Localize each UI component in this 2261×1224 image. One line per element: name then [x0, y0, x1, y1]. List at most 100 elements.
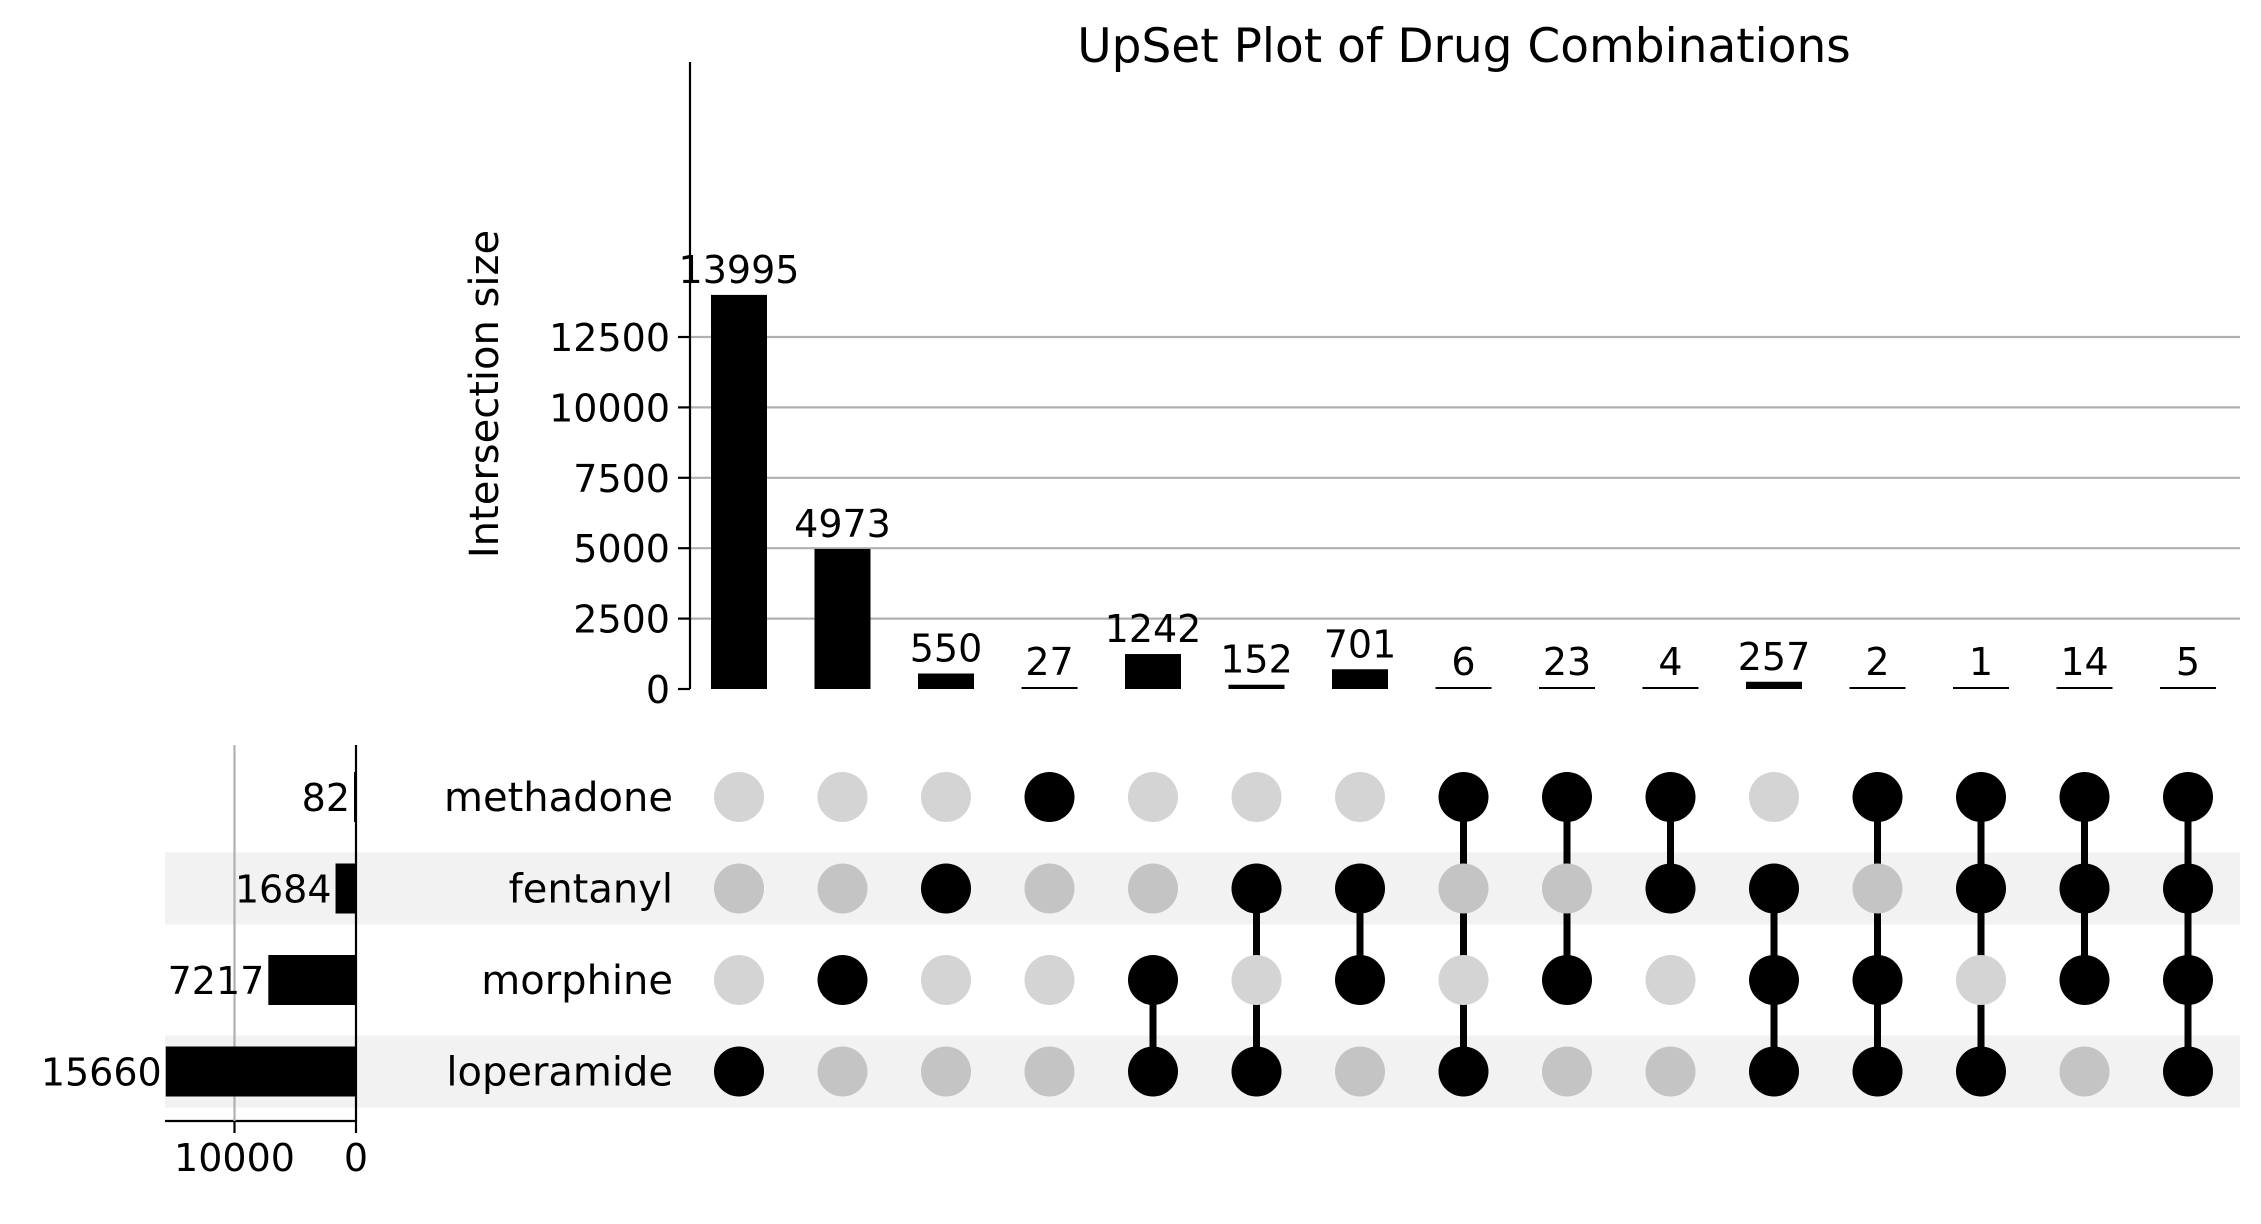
- bar-value-label: 257: [1738, 635, 1811, 679]
- membership-dot-inactive: [1128, 863, 1178, 914]
- membership-dot-active: [1231, 863, 1282, 914]
- membership-dot-active: [1024, 772, 1075, 822]
- intersection-bar: [1953, 687, 2009, 689]
- membership-dot-inactive: [714, 772, 764, 822]
- membership-dot-active: [1542, 772, 1592, 822]
- y-tick-label: 5000: [573, 527, 670, 571]
- y-tick-label: 2500: [573, 598, 670, 642]
- set-row-label: loperamide: [446, 1050, 673, 1096]
- intersection-bar: [918, 673, 974, 689]
- membership-dot-active: [2163, 863, 2213, 914]
- membership-dot-inactive: [1335, 1046, 1385, 1097]
- membership-dot-active: [2163, 955, 2213, 1005]
- intersection-bar: [1746, 681, 1802, 689]
- bar-value-label: 2: [1865, 640, 1889, 684]
- y-tick-label: 12500: [549, 316, 670, 360]
- membership-dot-active: [1852, 955, 1903, 1005]
- bar-value-label: 14: [2060, 640, 2108, 684]
- membership-dot-inactive: [1024, 955, 1075, 1005]
- membership-dot-active: [1852, 772, 1903, 822]
- membership-dot-active: [1956, 772, 2006, 822]
- membership-dot-inactive: [1128, 772, 1178, 822]
- membership-dot-active: [714, 1046, 764, 1097]
- membership-dot-inactive: [1231, 955, 1282, 1005]
- membership-dot-active: [2059, 955, 2110, 1005]
- chart-title: UpSet Plot of Drug Combinations: [1077, 19, 1851, 74]
- membership-dot-active: [1128, 1046, 1178, 1097]
- intersection-bar: [1021, 687, 1078, 689]
- membership-dot-active: [1335, 955, 1385, 1005]
- membership-dot-active: [921, 863, 971, 914]
- bar-value-label: 23: [1543, 640, 1591, 684]
- set-size-bar: [268, 955, 356, 1005]
- membership-dot-active: [1438, 1046, 1489, 1097]
- membership-dot-inactive: [1438, 955, 1489, 1005]
- set-size-bar: [165, 1046, 356, 1097]
- membership-dot-active: [1749, 1046, 1799, 1097]
- row-shade: [165, 852, 2240, 925]
- bar-value-label: 701: [1324, 622, 1397, 666]
- intersection-bar: [1228, 684, 1285, 689]
- membership-dot-active: [1645, 863, 1696, 914]
- membership-dot-active: [2163, 1046, 2213, 1097]
- membership-dot-inactive: [1852, 863, 1903, 914]
- y-tick-label: 0: [646, 668, 670, 712]
- membership-dot-inactive: [817, 863, 868, 914]
- membership-dot-active: [1231, 1046, 1282, 1097]
- y-axis-label: Intersection size: [462, 230, 508, 558]
- membership-dot-inactive: [1956, 955, 2006, 1005]
- membership-dot-inactive: [1542, 863, 1592, 914]
- membership-dot-active: [817, 955, 868, 1005]
- bar-value-label: 550: [910, 627, 983, 671]
- intersection-bar: [711, 294, 767, 689]
- membership-dot-active: [2163, 772, 2213, 822]
- membership-dot-active: [2059, 772, 2110, 822]
- intersection-bar: [1539, 687, 1595, 689]
- membership-dot-inactive: [921, 955, 971, 1005]
- membership-dot-inactive: [2059, 1046, 2110, 1097]
- bar-value-label: 27: [1025, 640, 1073, 684]
- set-row-label: methadone: [444, 775, 673, 821]
- membership-dot-inactive: [1335, 772, 1385, 822]
- membership-dot-inactive: [1024, 863, 1075, 914]
- membership-dot-inactive: [921, 772, 971, 822]
- membership-dot-inactive: [1024, 1046, 1075, 1097]
- membership-dot-inactive: [1438, 863, 1489, 914]
- membership-dot-active: [1852, 1046, 1903, 1097]
- bar-value-label: 4: [1658, 640, 1682, 684]
- membership-dot-active: [1128, 955, 1178, 1005]
- membership-dot-active: [1956, 1046, 2006, 1097]
- membership-dot-active: [1749, 955, 1799, 1005]
- intersection-bar: [1125, 654, 1181, 689]
- membership-dot-inactive: [1542, 1046, 1592, 1097]
- bar-value-label: 13995: [679, 248, 800, 292]
- membership-dot-inactive: [817, 772, 868, 822]
- intersection-bar: [2056, 687, 2113, 689]
- membership-dot-inactive: [714, 863, 764, 914]
- bar-value-label: 5: [2176, 640, 2200, 684]
- membership-dot-inactive: [817, 1046, 868, 1097]
- membership-dot-active: [2059, 863, 2110, 914]
- intersection-bar: [814, 548, 871, 689]
- bar-value-label: 4973: [794, 502, 891, 546]
- set-row-label: fentanyl: [509, 867, 673, 913]
- set-size-label: 7217: [168, 959, 265, 1003]
- bar-value-label: 1: [1969, 640, 1993, 684]
- set-row-label: morphine: [481, 958, 673, 1004]
- membership-dot-active: [1645, 772, 1696, 822]
- membership-dot-inactive: [1749, 772, 1799, 822]
- set-size-bar: [335, 863, 356, 914]
- membership-dot-inactive: [1645, 1046, 1696, 1097]
- intersection-bar: [2160, 687, 2216, 689]
- bar-value-label: 6: [1451, 640, 1475, 684]
- membership-dot-active: [1542, 955, 1592, 1005]
- membership-dot-active: [1335, 863, 1385, 914]
- set-size-label: 15660: [41, 1051, 162, 1095]
- intersection-bar: [1642, 687, 1699, 689]
- set-size-bar: [354, 772, 356, 822]
- membership-dot-active: [1438, 772, 1489, 822]
- membership-dot-inactive: [714, 955, 764, 1005]
